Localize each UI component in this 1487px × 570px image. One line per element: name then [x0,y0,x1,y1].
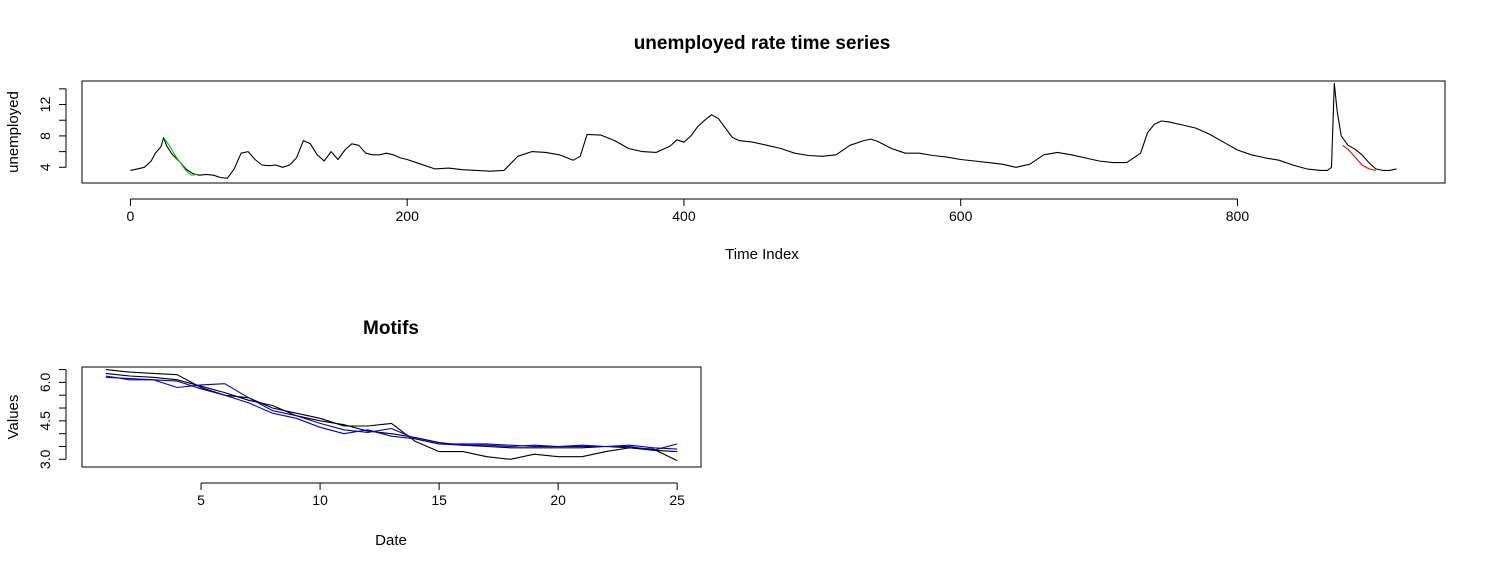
c1-x-tick-label: 600 [949,208,973,224]
c1-x-tick-label: 0 [127,208,135,224]
c1-y-tick-label: 8 [37,132,53,140]
c2-x-tick-label: 5 [197,492,205,508]
c1-series-line-0 [130,82,1397,179]
c1-x-tick-label: 800 [1226,208,1250,224]
chart-motifs: Motifs Date Values 5 10 15 20 25 3.0 4.5 6.0 [5,318,702,549]
chart2-title: Motifs [363,318,419,339]
chart2-ylabel: Values [5,395,22,440]
chart2-xlabel: Date [375,532,407,549]
chart1-xlabel: Time Index [725,246,799,263]
c2-y-tick-label: 6.0 [37,372,53,392]
c1-x-tick-label: 200 [396,208,420,224]
chart1-title: unemployed rate time series [634,33,891,54]
chart1-ylabel: unemployed [5,91,22,173]
c1-series-line-2 [1342,144,1376,171]
c2-series-line-2 [105,375,678,451]
c2-x-tick-label: 15 [431,492,447,508]
c1-y-tick-label: 12 [37,97,53,113]
c2-y-tick-label: 4.5 [37,411,53,431]
c2-series-line-0 [105,369,678,462]
c1-y-tick-label: 4 [37,163,53,171]
c2-x-tick-label: 10 [312,492,328,508]
c2-series-line-1 [105,372,678,453]
c1-x-tick-label: 400 [672,208,696,224]
chart2-plot-box [81,366,702,468]
chart-unemployed: unemployed rate time series Time Index u… [5,33,1446,263]
c2-x-tick-label: 25 [669,492,685,508]
c1-series-line-1 [163,137,197,176]
c2-y-tick-label: 3.0 [37,449,53,469]
c2-x-tick-label: 20 [550,492,566,508]
chart1-plot-box [81,80,1446,184]
c2-series-line-3 [105,376,678,450]
